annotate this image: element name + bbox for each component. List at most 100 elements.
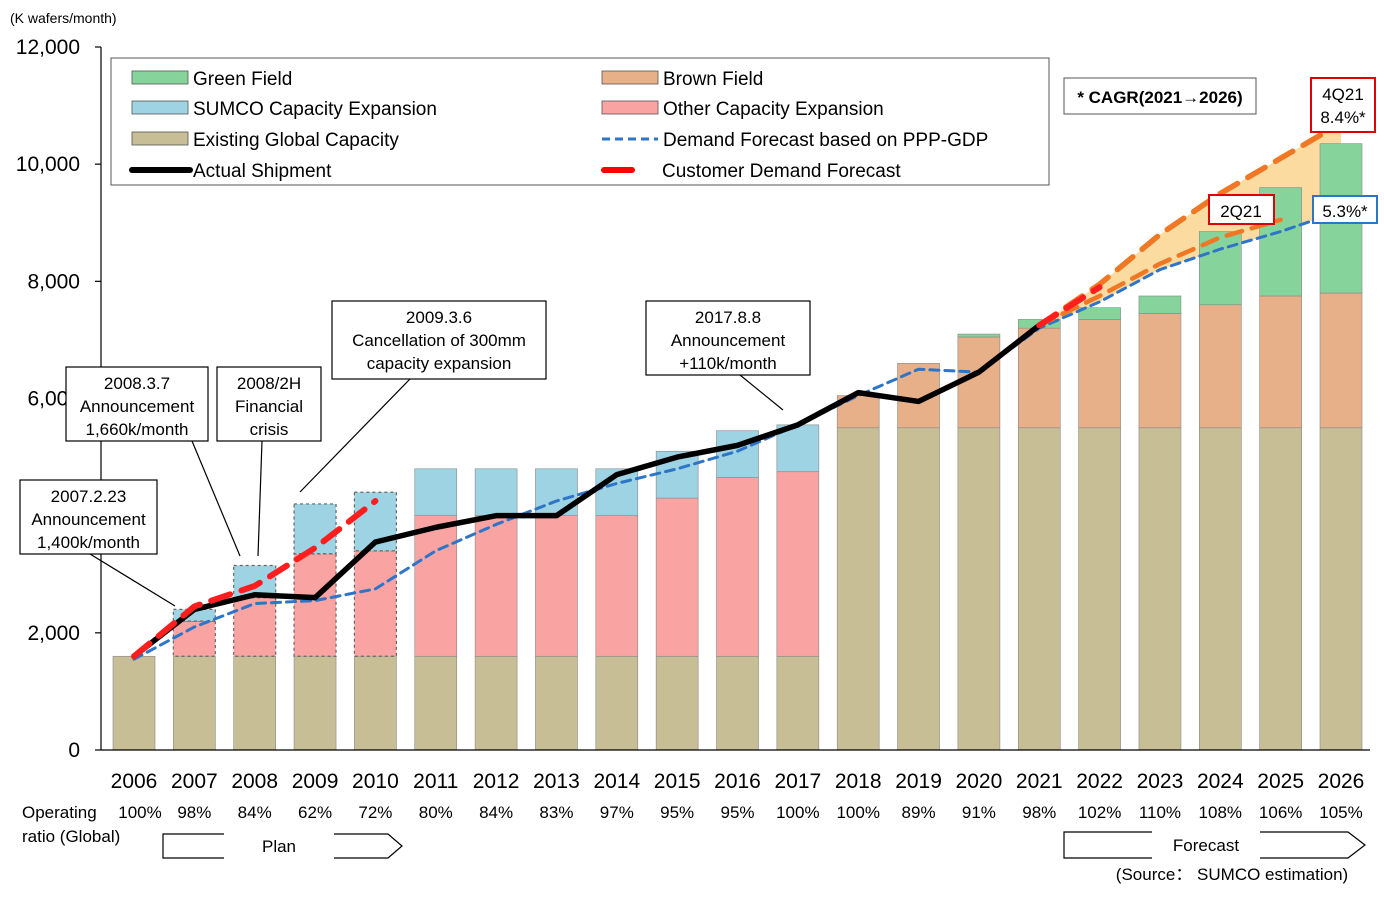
annotation-3: 2008/2H Financial crisis [216, 366, 322, 557]
line-customer-demand-forecast-2 [1036, 284, 1103, 329]
x-tick-label: 2026 [1318, 770, 1365, 793]
annotation-text: 2008.3.7 [104, 374, 170, 393]
annotation-box [65, 366, 209, 442]
operating-ratio-2019: 89% [902, 803, 936, 822]
line-forecast-2q21 [1037, 217, 1283, 328]
bar-other-capacity-expansion-2011 [414, 515, 458, 657]
annotation-text: 2009.3.6 [406, 308, 472, 327]
y-tick-label: 8,000 [27, 270, 80, 293]
bar-brown-field-2023 [1138, 313, 1182, 429]
bar-other-capacity-expansion-2010 [353, 550, 397, 657]
x-tick-label: 2014 [593, 770, 640, 793]
bar-other-capacity-expansion-2014 [595, 515, 639, 657]
operating-ratio-2018: 100% [836, 803, 879, 822]
bar-brown-field-2020 [957, 336, 1001, 429]
bar-existing-global-capacity-2011 [414, 655, 458, 751]
operating-ratio-2021: 98% [1022, 803, 1056, 822]
annotation-text: 2017.8.8 [695, 308, 761, 327]
annotation-box [645, 300, 811, 376]
legend-item-demand-forecast-based-on-ppp-gdp: Demand Forecast based on PPP-GDP [602, 130, 988, 151]
x-tick-label: 2018 [835, 770, 882, 793]
forecast-arrow: Forecast [1063, 831, 1366, 859]
forecast-tags: 2Q21 4Q21 8.4%* 5.3%* [1208, 77, 1378, 225]
legend-item-sumco-capacity-expansion: SUMCO Capacity Expansion [131, 99, 437, 120]
x-tick-label: 2006 [111, 770, 158, 793]
bar-brown-field-2025 [1259, 295, 1302, 429]
legend-label: Green Field [193, 69, 292, 90]
operating-ratio-2020: 91% [962, 803, 996, 822]
tag-4q21-box [1310, 77, 1376, 133]
annotation-box [331, 300, 547, 380]
plan-label: Plan [262, 837, 296, 856]
bar-other-capacity-expansion-2017 [776, 471, 820, 657]
forecast-band [1039, 123, 1341, 329]
legend-item-customer-demand-forecast: Customer Demand Forecast [601, 161, 901, 182]
legend-swatch [131, 131, 189, 146]
bar-existing-global-capacity-2013 [535, 655, 578, 751]
cagr-label: * CAGR(2021→2026) [1077, 88, 1242, 107]
annotation-text: capacity expansion [367, 354, 512, 373]
annotation-pointer [257, 440, 263, 557]
annotation-pointer [191, 440, 241, 557]
annotation-text: 2008/2H [237, 374, 301, 393]
legend-label: Brown Field [663, 69, 763, 90]
operating-ratio-2022: 102% [1078, 803, 1121, 822]
bar-existing-global-capacity-2007 [173, 655, 216, 751]
operating-ratio-2015: 95% [660, 803, 694, 822]
annotation-1: 2007.2.23 Announcement 1,400k/month [19, 479, 176, 607]
legend-label: Demand Forecast based on PPP-GDP [663, 130, 988, 151]
annotation-text: crisis [250, 420, 289, 439]
bar-brown-field-2026 [1319, 292, 1363, 429]
x-tick-label: 2021 [1016, 770, 1063, 793]
bar-existing-global-capacity-2024 [1199, 427, 1242, 751]
annotation-text: Announcement [671, 331, 786, 350]
legend-item-actual-shipment: Actual Shipment [129, 161, 332, 182]
operating-ratio-2010: 72% [358, 803, 392, 822]
x-tick-label: 2008 [231, 770, 278, 793]
bar-sumco-capacity-expansion-2012 [474, 468, 518, 516]
x-tick-label: 2007 [171, 770, 218, 793]
tag-4q21-line2: 8.4%* [1320, 108, 1366, 127]
annotation-2: 2008.3.7 Announcement 1,660k/month [65, 366, 241, 557]
operating-ratio-2006: 100% [118, 803, 161, 822]
bar-existing-global-capacity-2018 [836, 427, 880, 751]
operating-ratio-2013: 83% [539, 803, 573, 822]
x-tick-label: 2024 [1197, 770, 1244, 793]
bar-other-capacity-expansion-2013 [535, 515, 578, 657]
operating-ratio-2016: 95% [720, 803, 754, 822]
legend-swatch [601, 70, 659, 85]
annotation-text: 1,660k/month [85, 420, 188, 439]
annotation-text: +110k/month [679, 354, 777, 373]
bar-existing-global-capacity-2006 [112, 655, 156, 751]
annotation-pointer [89, 553, 176, 607]
x-tick-label: 2010 [352, 770, 399, 793]
annotation-text: 1,400k/month [37, 533, 140, 552]
x-tick-label: 2013 [533, 770, 580, 793]
operating-ratio-2025: 106% [1259, 803, 1302, 822]
x-tick-label: 2015 [654, 770, 701, 793]
bar-existing-global-capacity-2022 [1078, 427, 1121, 751]
bar-other-capacity-expansion-2012 [474, 515, 518, 657]
operating-ratio-2014: 97% [600, 803, 634, 822]
annotation-5: 2017.8.8 Announcement +110k/month [645, 300, 811, 411]
bar-existing-global-capacity-2019 [897, 427, 940, 751]
tag-ppp-box [1312, 195, 1378, 224]
legend-item-other-capacity-expansion: Other Capacity Expansion [601, 99, 884, 120]
tag-4q21-line1: 4Q21 [1322, 85, 1364, 104]
plan-arrow: Plan [162, 833, 403, 859]
legend-frame [110, 57, 1050, 186]
cagr-box [1063, 77, 1257, 115]
series-lines [131, 120, 1344, 661]
forecast-range-band [1039, 123, 1341, 329]
source-note: (Source： SUMCO estimation) [1116, 865, 1348, 884]
legend-label: Customer Demand Forecast [662, 161, 901, 182]
annotation-4: 2009.3.6 Cancellation of 300mm capacity ex… [299, 300, 547, 493]
operating-ratio-2024: 108% [1199, 803, 1242, 822]
bar-existing-global-capacity-2012 [474, 655, 518, 751]
annotation-text: Financial [235, 397, 303, 416]
bar-other-capacity-expansion-2008 [233, 597, 277, 657]
x-tick-label: 2025 [1257, 770, 1304, 793]
bar-existing-global-capacity-2020 [957, 427, 1001, 751]
legend-swatch [131, 100, 189, 115]
